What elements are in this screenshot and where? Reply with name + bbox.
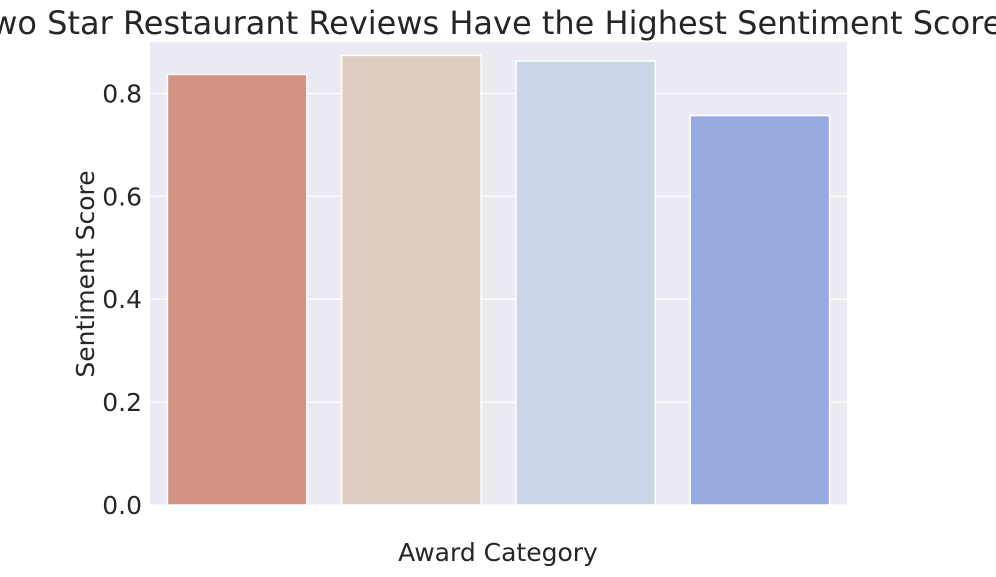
y-axis-label: Sentiment Score [71,170,100,377]
bar [515,60,657,506]
x-axis-label: Award Category [398,538,598,567]
chart-title: Two Star Restaurant Reviews Have the Hig… [0,4,996,42]
y-tick-label: 0.2 [102,388,142,417]
bar [166,73,308,506]
bar [689,114,831,506]
y-tick-label: 0.6 [102,182,142,211]
y-tick-label: 0.0 [102,491,142,520]
y-tick-label: 0.8 [102,79,142,108]
y-tick-labels: 0.0 0.2 0.4 0.6 0.8 [102,79,142,520]
bars [166,54,831,506]
bar [340,54,482,506]
y-tick-label: 0.4 [102,285,142,314]
